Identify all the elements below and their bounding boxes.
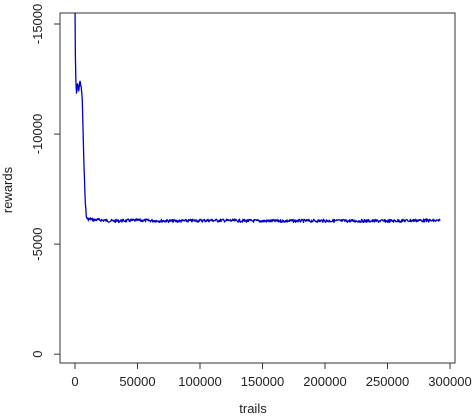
x-tick-label: 300000 [428, 374, 471, 389]
x-tick-label: 100000 [178, 374, 221, 389]
y-axis: 0 -5000 -10000 -15000 [30, 4, 60, 358]
plot-frame [59, 12, 456, 364]
y-axis-title: rewards [0, 166, 15, 213]
y-tick-label: 0 [30, 351, 45, 358]
x-tick-label: 150000 [241, 374, 284, 389]
x-tick-label: 50000 [119, 374, 155, 389]
x-tick-label: 0 [71, 374, 78, 389]
x-axis: 0 50000 100000 150000 200000 250000 300000 [71, 363, 472, 389]
x-tick-label: 250000 [366, 374, 409, 389]
series-layer [74, 13, 441, 224]
y-tick-label: -15000 [30, 4, 45, 44]
x-tick-label: 200000 [303, 374, 346, 389]
x-axis-title: trails [239, 401, 267, 416]
y-tick-label: -5000 [30, 228, 45, 261]
series-line [74, 13, 441, 224]
plot-area [59, 12, 456, 364]
y-tick-label: -10000 [30, 114, 45, 154]
